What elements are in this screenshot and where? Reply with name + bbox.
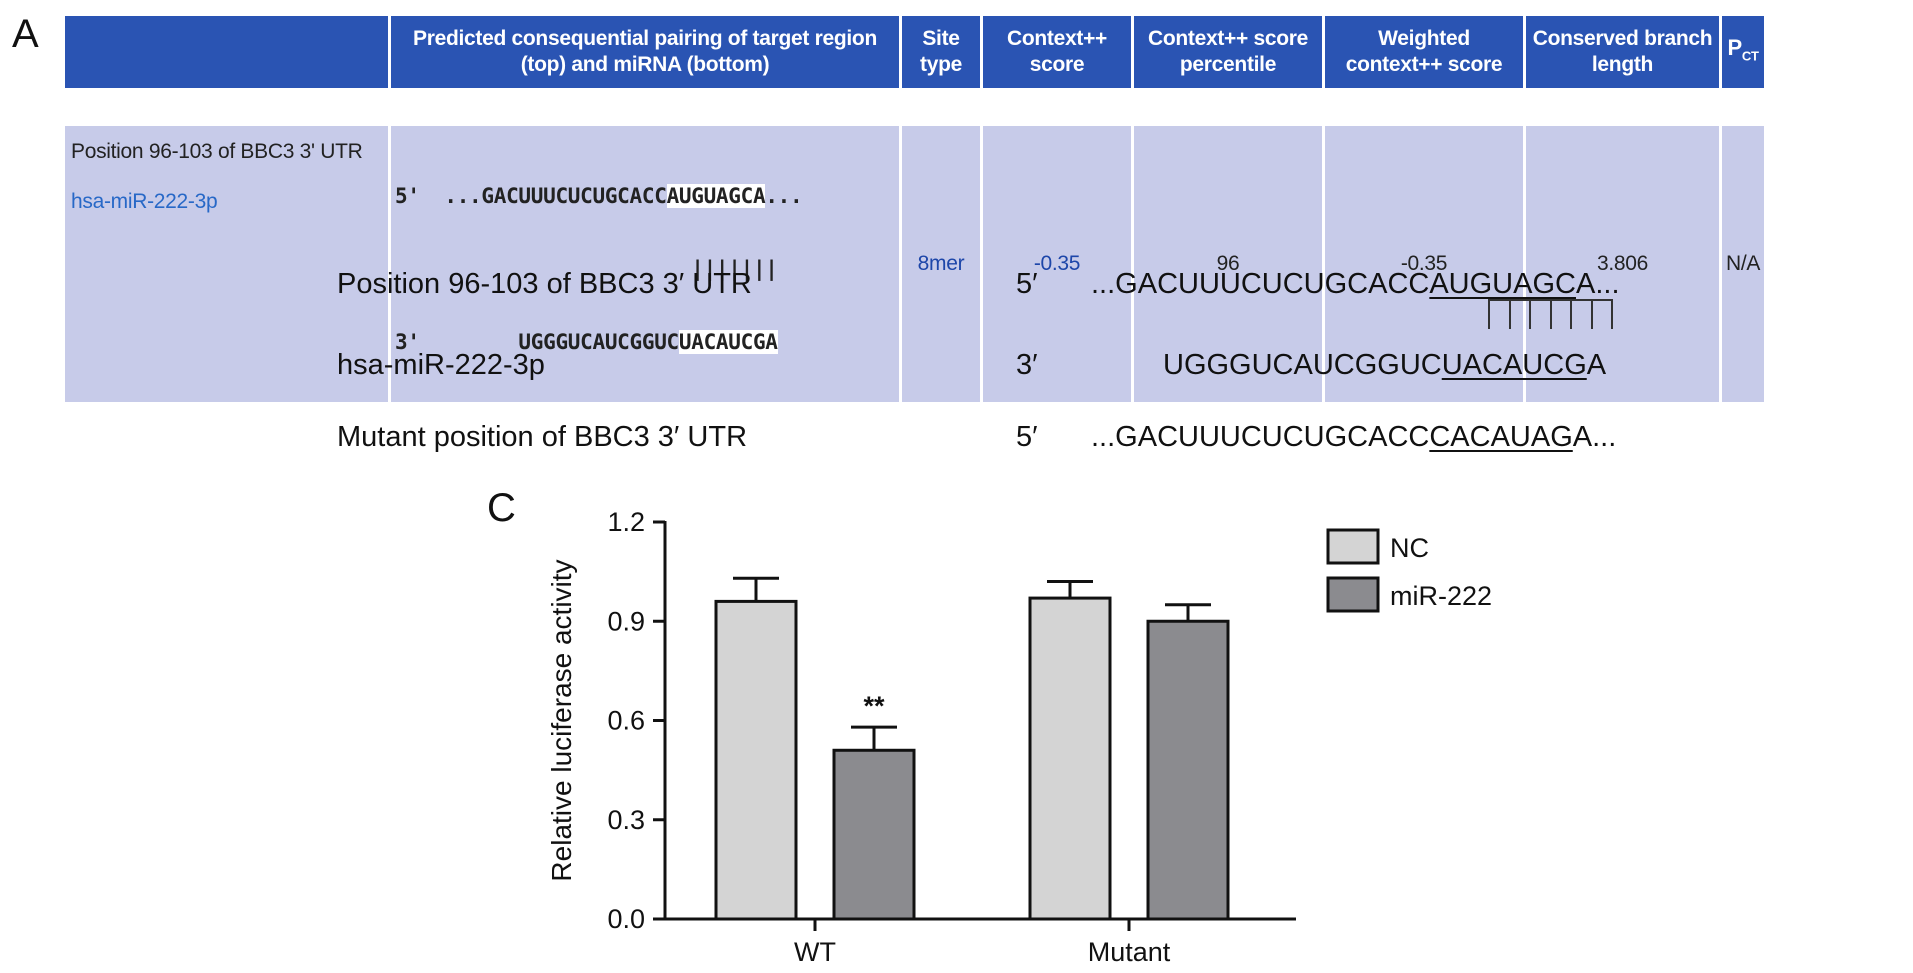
header-pairing: Predicted consequential pairing of targe… [391, 16, 899, 88]
bar-nc-wt [714, 599, 798, 921]
b-pair-tick [1611, 299, 1613, 329]
legend-label-mir-222: miR-222 [1390, 581, 1492, 611]
y-tick-label: 1.2 [607, 507, 645, 537]
b-seq-mirna: UGGGUCAUCGGUCUACAUCGA [1163, 349, 1607, 381]
legend-swatch-mir-222 [1326, 576, 1380, 613]
position-cell: Position 96-103 of BBC3 3' UTR hsa-miR-2… [65, 126, 388, 402]
y-axis-label: Relative luciferase activity [546, 559, 577, 881]
b-label-mirna: hsa-miR-222-3p [337, 349, 545, 381]
b-seq-mutant: ...GACUUUCUCUGCACCCACAUAGA... [1091, 421, 1617, 453]
b-pair-tick [1488, 299, 1490, 329]
table-row: Position 96-103 of BBC3 3' UTR hsa-miR-2… [65, 126, 1765, 402]
b-end-mirna: 3′ [1016, 349, 1038, 381]
header-blank [65, 16, 388, 88]
bar-mir-222-wt [832, 748, 916, 921]
context-score-cell: -0.35 [983, 126, 1131, 402]
pair-bars: 3' UGGGUCAUCGGUCU||||||| [691, 257, 778, 281]
header-site-type: Site type [902, 16, 980, 88]
b-seed-target: AUGUAGC [1429, 268, 1576, 300]
branch-length-cell: 3.806 [1526, 126, 1719, 402]
targetscan-table: Predicted consequential pairing of targe… [62, 16, 1767, 402]
b-pair-tick [1549, 299, 1552, 329]
y-tick-label: 0.6 [607, 706, 645, 736]
pair-bottom: 3' UGGGUCAUCGGUCUACAUCGA [395, 330, 778, 354]
bar-nc-mutant [1028, 596, 1112, 921]
mirna-link[interactable]: hsa-miR-222-3p [71, 190, 218, 213]
header-branch-length: Conserved branch length [1526, 16, 1719, 88]
b-seed-mirna: UACAUCG [1441, 349, 1587, 381]
y-tick-label: 0.9 [607, 606, 645, 636]
b-label-mutant: Mutant position of BBC3 3′ UTR [337, 421, 748, 453]
panel-c-label: C [487, 486, 516, 530]
b-pair-tick [1570, 299, 1572, 329]
significance-annotation: ** [863, 691, 885, 721]
pair-top-match: AUGUAGCA [666, 184, 766, 208]
y-tick-label: 0.3 [607, 805, 645, 835]
b-pair-tick [1508, 299, 1511, 329]
pct-cell: N/A [1722, 126, 1765, 402]
panel-a-label: A [12, 12, 39, 56]
pair-top: 5' ...GACUUUCUCUGCACCAUGUAGCA... [395, 184, 803, 208]
b-seq-target: ...GACUUUCUCUGCACCAUGUAGCA... [1091, 268, 1620, 300]
weighted-context-cell: -0.35 [1325, 126, 1523, 402]
b-pair-tick [1590, 299, 1593, 329]
b-seed-mutant: CACAUAG [1429, 421, 1573, 453]
table-header-row: Predicted consequential pairing of targe… [65, 16, 1765, 88]
pct-p: P [1727, 34, 1743, 60]
x-tick-label-wt: WT [794, 937, 836, 967]
header-context-percentile: Context++ score percentile [1134, 16, 1322, 88]
legend-swatch-nc [1326, 528, 1380, 565]
b-end-mutant: 5′ [1016, 421, 1038, 453]
b-label-target: Position 96-103 of BBC3 3′ UTR [337, 268, 752, 300]
b-pair-tick [1529, 299, 1531, 329]
site-type-cell: 8mer [902, 126, 980, 402]
header-weighted-context: Weighted context++ score [1325, 16, 1523, 88]
b-end-target: 5′ [1016, 268, 1038, 300]
position-text: Position 96-103 of BBC3 3' UTR [71, 140, 363, 163]
pct-subscript: CT [1741, 48, 1759, 64]
legend-label-nc: NC [1390, 533, 1429, 563]
y-tick-label: 0.0 [607, 904, 645, 934]
header-context-score: Context++ score [983, 16, 1131, 88]
header-pct: PCT [1722, 16, 1765, 88]
context-percentile-cell: 96 [1134, 126, 1322, 402]
x-tick-label-mutant: Mutant [1088, 937, 1171, 967]
pairing-cell: 5' ...GACUUUCUCUGCACCAUGUAGCA... 3' UGGG… [391, 126, 899, 402]
bar-mir-222-mutant [1146, 619, 1230, 921]
pair-bottom-match: UACAUCGA [678, 330, 778, 354]
